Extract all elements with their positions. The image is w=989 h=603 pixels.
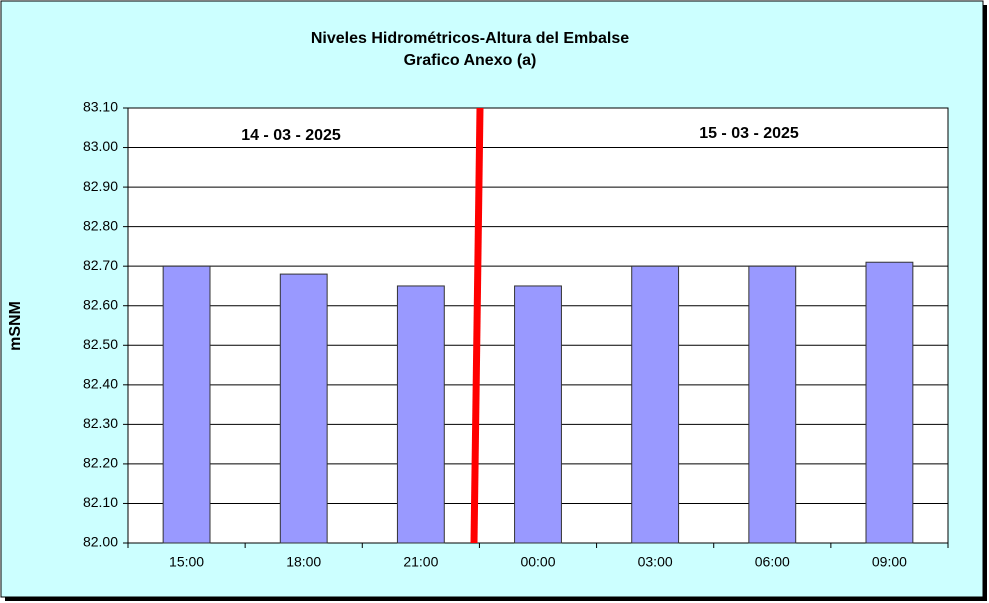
chart-title: Niveles Hidrométricos-Altura del Embalse	[311, 30, 629, 47]
y-tick-label: 82.50	[83, 336, 118, 352]
y-tick-label: 82.70	[83, 257, 118, 273]
bar	[396, 285, 445, 544]
chart-subtitle: Grafico Anexo (a)	[404, 52, 537, 69]
y-tick-label: 82.20	[83, 455, 118, 471]
annotation: 15 - 03 - 2025	[699, 125, 799, 142]
y-tick-label: 82.10	[83, 494, 118, 510]
bar	[865, 261, 914, 544]
x-tick-label: 06:00	[755, 554, 790, 570]
bar	[162, 265, 211, 544]
y-tick-label: 82.00	[83, 534, 118, 550]
x-tick-label: 15:00	[169, 554, 204, 570]
bar	[631, 265, 680, 544]
bar	[279, 273, 328, 544]
y-tick-label: 83.10	[83, 99, 118, 115]
day-separator	[470, 107, 484, 544]
bar	[748, 265, 797, 544]
y-tick-label: 82.80	[83, 217, 118, 233]
y-tick-label: 82.30	[83, 415, 118, 431]
x-tick-label: 03:00	[638, 554, 673, 570]
y-tick-label: 82.40	[83, 376, 118, 392]
x-tick-label: 09:00	[872, 554, 907, 570]
y-axis-label: mSNM	[7, 301, 24, 351]
y-tick-label: 82.90	[83, 178, 118, 194]
x-tick-label: 18:00	[286, 554, 321, 570]
x-tick-label: 00:00	[520, 554, 555, 570]
annotation: 14 - 03 - 2025	[241, 127, 341, 144]
x-tick-label: 21:00	[403, 554, 438, 570]
bar	[514, 285, 562, 544]
y-tick-label: 83.00	[83, 138, 118, 154]
y-tick-label: 82.60	[83, 296, 118, 312]
